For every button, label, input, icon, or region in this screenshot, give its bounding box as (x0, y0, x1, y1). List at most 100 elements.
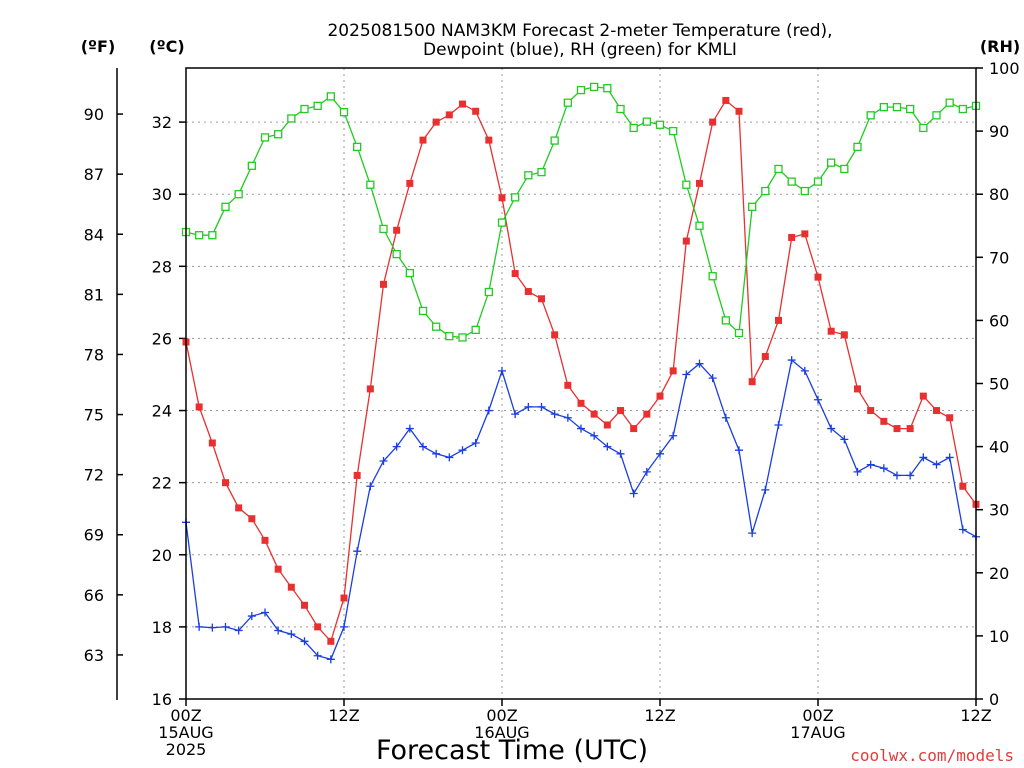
dewpoint-point (774, 420, 783, 429)
temperature-point (946, 414, 954, 422)
rh-point (260, 133, 270, 142)
rh-point (906, 104, 915, 114)
rh-point (616, 104, 625, 114)
dewpoint-point (458, 446, 467, 455)
temperature-point (419, 136, 427, 144)
dewpoint-point (919, 453, 928, 462)
rh-point (682, 180, 691, 189)
temperature-point (380, 280, 387, 288)
fahrenheit-tick-label: 72 (84, 466, 104, 485)
rh-point (761, 186, 770, 196)
temperature-point (840, 331, 848, 339)
dewpoint-point (550, 410, 559, 419)
temperature-point (682, 237, 690, 245)
fahrenheit-tick-label: 81 (84, 285, 104, 304)
rh-point (655, 120, 665, 129)
rh-point (866, 111, 875, 120)
dewpoint-point (800, 366, 809, 375)
rh-point (234, 190, 243, 199)
dewpoint-point (629, 489, 638, 498)
temperature-point (287, 583, 295, 591)
dewpoint-point (419, 442, 427, 451)
rh-point (721, 316, 730, 325)
rh-point (339, 108, 349, 117)
temperature-point (761, 352, 769, 360)
rh-point (445, 332, 454, 341)
x-axis-title: Forecast Time (UTC) (376, 735, 648, 766)
temperature-point (274, 565, 282, 573)
temperature-point (353, 471, 361, 479)
fahrenheit-tick-label: 66 (84, 586, 104, 605)
dewpoint-point (787, 356, 796, 365)
dewpoint-point (879, 464, 888, 473)
temperature-point (827, 327, 835, 335)
dewpoint-point (616, 449, 625, 458)
temperature-point (524, 288, 532, 296)
dewpoint-point (695, 359, 704, 368)
credit-text: coolwx.com/models (850, 746, 1014, 765)
dewpoint-point (958, 525, 967, 534)
rh-point (484, 287, 493, 297)
celsius-tick-label: 28 (152, 257, 172, 276)
rh-tick-label: 50 (989, 375, 1009, 394)
rh-point (366, 180, 375, 189)
dewpoint-point (340, 622, 348, 631)
temperature-point (669, 367, 677, 375)
rh-point (629, 123, 638, 133)
temperature-point (538, 295, 545, 303)
dewpoint-point (366, 482, 375, 491)
rh-point (590, 82, 599, 92)
temperature-point (208, 439, 216, 447)
rh-point (247, 161, 256, 170)
temperature-point (880, 417, 888, 425)
rh-point (458, 333, 467, 342)
celsius-tick-label: 26 (152, 329, 172, 348)
rh-point (945, 98, 954, 107)
rh-point (853, 142, 862, 152)
rh-tick-label: 20 (989, 564, 1009, 583)
time-tick-label: 12Z (644, 706, 675, 725)
dewpoint-point (866, 460, 875, 469)
rh-point (511, 193, 520, 202)
dewpoint-point (300, 637, 309, 646)
rh-axis: 0 10 20 30 40 50 60 70 80 90 100 (976, 59, 1020, 709)
temperature-point (867, 407, 875, 415)
time-tick-label: 12Z (960, 706, 991, 725)
dewpoint-point (432, 449, 441, 458)
rh-point (353, 142, 362, 152)
rh-point (537, 167, 546, 177)
rh-point (432, 322, 441, 331)
rh-point (208, 231, 217, 240)
rh-tick-label: 0 (989, 690, 999, 709)
dewpoint-point (353, 547, 362, 556)
fahrenheit-tick-label: 69 (84, 526, 104, 545)
dewpoint-point (893, 471, 901, 480)
rh-point (642, 117, 651, 126)
dewpoint-point (853, 467, 862, 476)
rh-point (405, 268, 414, 278)
temperature-point (656, 392, 664, 400)
dewpoint-point (682, 370, 691, 379)
rh-point (471, 325, 480, 335)
temperature-point (906, 425, 914, 433)
temperature-point (195, 403, 203, 411)
dewpoint-point (208, 623, 217, 632)
temperature-point (301, 601, 308, 609)
temperature-point (775, 316, 782, 324)
celsius-unit-label: (ºC) (149, 37, 184, 56)
rh-point (576, 85, 586, 95)
dewpoint-point (537, 402, 546, 411)
temperature-point (551, 331, 559, 339)
rh-point (379, 224, 388, 234)
temperature-point (235, 504, 243, 512)
time-tick-label: 15AUG (158, 723, 213, 742)
temperature-point (564, 381, 572, 389)
temperature-point (722, 96, 730, 104)
dewpoint-point (221, 622, 230, 631)
dewpoint-point (656, 449, 664, 458)
dewpoint-point (642, 467, 651, 476)
temperature-line (185, 99, 977, 643)
rh-point (497, 218, 507, 227)
rh-tick-label: 80 (989, 185, 1009, 204)
temperature-point (511, 270, 519, 278)
